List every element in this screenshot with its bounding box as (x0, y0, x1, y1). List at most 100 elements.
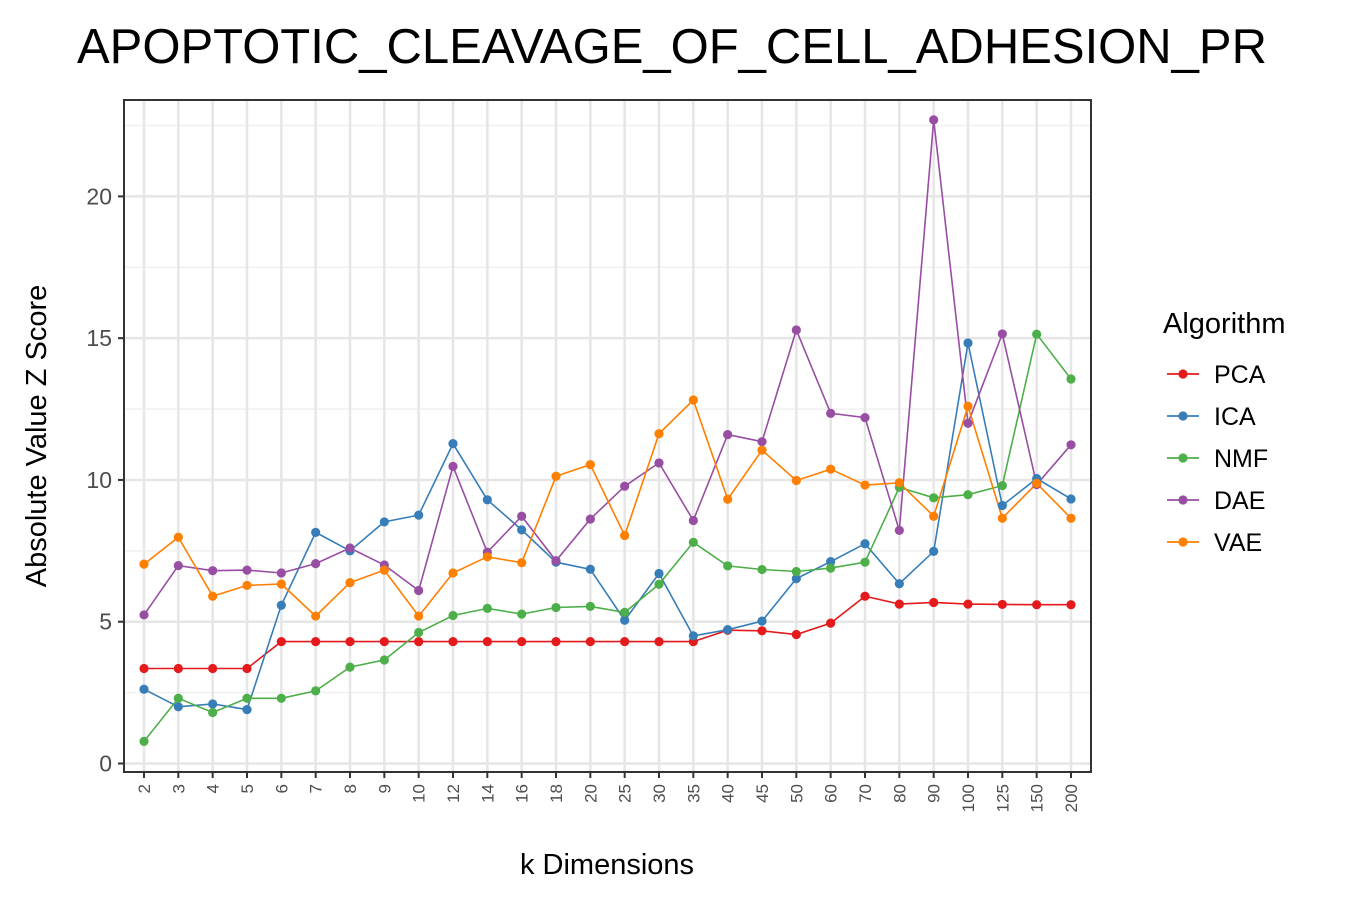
data-point-nmf (276, 693, 286, 703)
data-point-ica (963, 338, 973, 348)
data-point-nmf (242, 693, 252, 703)
data-point-nmf (963, 490, 973, 500)
legend-item-dae: DAE (1167, 487, 1265, 515)
x-tick-label: 20 (581, 784, 600, 803)
data-point-ica (482, 495, 492, 505)
data-point-nmf (1032, 329, 1042, 339)
legend-label: VAE (1214, 529, 1262, 557)
data-point-dae (242, 565, 252, 575)
data-point-pca (963, 599, 973, 609)
data-point-dae (414, 585, 424, 596)
data-point-pca (894, 599, 904, 609)
data-point-ica (929, 546, 939, 557)
x-tick-label: 9 (375, 784, 394, 793)
series-line-vae (143, 398, 1072, 618)
data-point-vae (654, 429, 664, 439)
data-point-nmf (757, 564, 767, 575)
legend-label: NMF (1214, 445, 1268, 473)
data-point-vae (311, 611, 321, 621)
data-point-dae (448, 461, 458, 471)
data-point-pca (345, 636, 355, 647)
data-point-vae (208, 591, 218, 601)
data-point-vae (723, 494, 733, 504)
data-point-ica (208, 699, 218, 709)
series-line-nmf (143, 332, 1072, 742)
data-point-dae (860, 412, 870, 423)
data-point-vae (345, 577, 355, 588)
legend-item-pca: PCA (1167, 361, 1266, 389)
plot-border (123, 99, 1092, 773)
x-tick-label: 3 (169, 784, 188, 793)
data-point-nmf (929, 493, 939, 503)
data-point-vae (1066, 513, 1076, 523)
data-point-pca (997, 599, 1007, 610)
y-axis: 0 5 10 15 20 (86, 183, 124, 776)
data-point-pca (242, 663, 252, 674)
data-point-nmf (860, 557, 870, 567)
data-point-vae (826, 464, 836, 474)
data-point-ica (723, 625, 733, 635)
data-point-ica (242, 705, 252, 715)
data-point-ica (139, 684, 149, 694)
x-axis: 2 3 4 5 6 7 8 9 10 12 14 16 18 20 25 30 35 40 45 50 60 70 80 90… (135, 772, 1081, 812)
y-tick-label: 5 (99, 609, 112, 635)
data-point-ica (894, 579, 904, 589)
data-point-nmf (620, 607, 630, 617)
data-point-nmf (826, 563, 836, 573)
x-tick-label: 7 (307, 784, 326, 793)
data-point-pca (1032, 600, 1042, 610)
x-tick-label: 12 (444, 784, 463, 803)
x-tick-label: 14 (478, 784, 497, 803)
data-point-vae (620, 530, 630, 541)
legend-label: DAE (1214, 487, 1265, 515)
y-tick-label: 20 (86, 183, 112, 209)
data-point-vae (688, 395, 698, 405)
data-point-ica (173, 702, 183, 712)
data-point-pca (826, 618, 836, 628)
legend-label: ICA (1214, 403, 1256, 431)
x-tick-label: 70 (856, 784, 875, 803)
data-point-nmf (345, 662, 355, 672)
data-point-nmf (414, 627, 424, 638)
data-point-nmf (654, 579, 664, 589)
data-point-pca (311, 636, 321, 647)
data-point-vae (791, 475, 801, 486)
y-tick-label: 10 (86, 467, 112, 493)
x-tick-label: 5 (238, 784, 257, 793)
data-point-ica (414, 510, 424, 520)
x-tick-label: 125 (993, 784, 1012, 812)
chart-title: APOPTOTIC_CLEAVAGE_OF_CELL_ADHESION_PR (77, 20, 1267, 74)
data-point-dae (894, 525, 904, 536)
data-point-pca (482, 636, 492, 647)
y-tick-label: 15 (86, 325, 112, 351)
data-point-ica (276, 600, 286, 610)
data-point-dae (791, 325, 801, 335)
data-point-nmf (997, 481, 1007, 491)
data-point-vae (379, 565, 389, 575)
legend-key-point (1178, 369, 1188, 379)
y-axis-label: Absolute Value Z Score (21, 285, 53, 588)
legend-title: Algorithm (1163, 308, 1286, 340)
data-point-dae (723, 429, 733, 440)
data-point-nmf (173, 693, 183, 703)
data-point-dae (929, 115, 939, 125)
data-point-nmf (517, 609, 527, 619)
x-tick-label: 16 (513, 784, 532, 803)
data-point-pca (1066, 600, 1076, 610)
data-point-ica (620, 615, 630, 625)
data-point-nmf (551, 602, 561, 613)
data-point-dae (688, 515, 698, 526)
x-axis-label: k Dimensions (520, 849, 694, 881)
data-point-dae (276, 568, 286, 578)
x-tick-label: 35 (684, 784, 703, 803)
data-point-dae (1066, 440, 1076, 450)
legend-key-point (1178, 411, 1188, 421)
data-point-vae (1032, 478, 1042, 488)
data-point-dae (654, 458, 664, 468)
data-point-pca (448, 636, 458, 647)
data-point-ica (654, 568, 664, 579)
data-point-pca (791, 629, 801, 640)
data-point-nmf (482, 603, 492, 613)
data-point-vae (242, 580, 252, 591)
data-point-ica (517, 525, 527, 535)
